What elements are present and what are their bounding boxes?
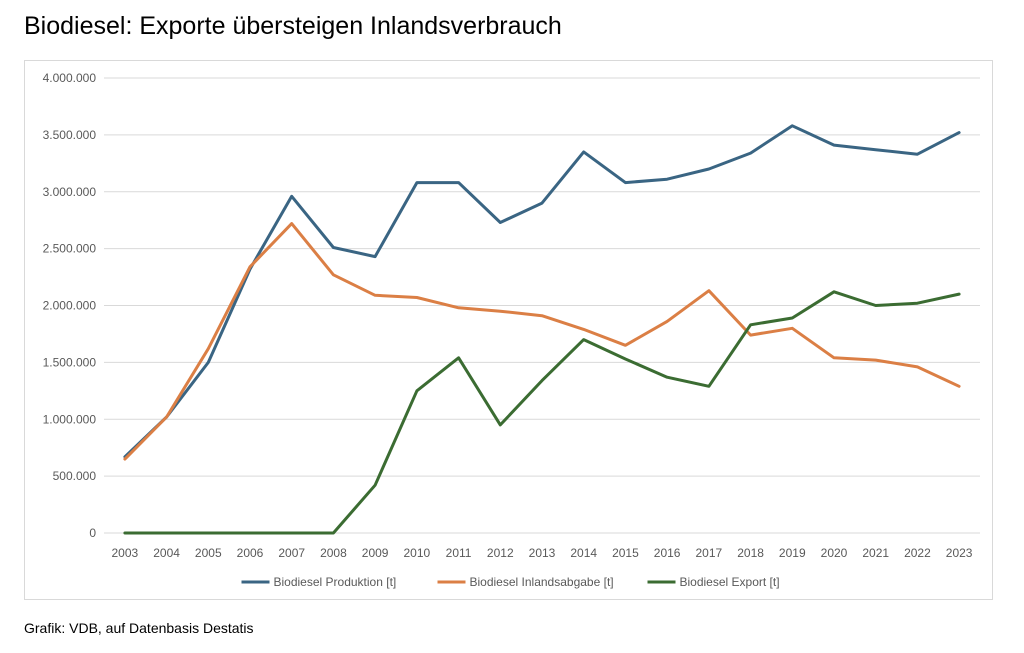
x-tick-label: 2017 [696,546,723,560]
gridlines [104,77,980,534]
y-tick-label: 0 [89,526,96,540]
y-tick-label: 4.000.000 [43,71,97,85]
x-tick-label: 2014 [570,546,597,560]
legend: Biodiesel Produktion [t] Biodiesel Inland… [241,575,780,589]
line-chart: 0 500.000 1.000.000 1.500.000 2.000.000 2.500… [43,71,980,589]
legend-label: Biodiesel Inlandsabgabe [t] [470,575,614,589]
x-tick-label: 2010 [404,546,431,560]
x-tick-label: 2013 [529,546,556,560]
y-tick-label: 2.500.000 [43,242,97,256]
x-tick-label: 2023 [946,546,973,560]
legend-label: Biodiesel Export [t] [680,575,780,589]
x-tick-label: 2022 [904,546,931,560]
x-tick-label: 2008 [320,546,347,560]
series-line-2 [123,222,961,461]
x-tick-label: 2005 [195,546,222,560]
x-tick-label: 2016 [654,546,681,560]
y-tick-label: 1.500.000 [43,355,97,369]
x-tick-label: 2004 [153,546,180,560]
y-tick-label: 3.000.000 [43,185,97,199]
x-tick-label: 2019 [779,546,806,560]
series-line-1 [123,124,961,459]
series-lines [123,124,961,535]
x-tick-label: 2018 [737,546,764,560]
x-tick-label: 2007 [278,546,305,560]
x-tick-label: 2012 [487,546,514,560]
legend-item-1: Biodiesel Produktion [t] [241,575,397,589]
x-tick-label: 2021 [862,546,889,560]
legend-item-2: Biodiesel Inlandsabgabe [t] [437,575,614,589]
y-axis-ticks: 0 500.000 1.000.000 1.500.000 2.000.000 2.500… [43,71,97,540]
series-line-3 [123,290,961,535]
chart-container: 0 500.000 1.000.000 1.500.000 2.000.000 2.500… [24,60,993,600]
source-caption: Grafik: VDB, auf Datenbasis Destatis [24,620,254,636]
x-tick-label: 2020 [821,546,848,560]
legend-item-3: Biodiesel Export [t] [647,575,780,589]
x-tick-label: 2006 [237,546,264,560]
x-tick-label: 2015 [612,546,639,560]
legend-label: Biodiesel Produktion [t] [274,575,397,589]
y-tick-label: 500.000 [53,469,97,483]
x-tick-label: 2009 [362,546,389,560]
x-tick-label: 2011 [446,546,472,560]
x-axis-ticks: 2003 2004 2005 2006 2007 2008 2009 2010 2011 2012… [112,546,973,560]
page-title: Biodiesel: Exporte übersteigen Inlandsve… [24,12,562,40]
y-tick-label: 1.000.000 [43,412,97,426]
x-tick-label: 2003 [112,546,139,560]
y-tick-label: 2.000.000 [43,299,97,313]
y-tick-label: 3.500.000 [43,128,97,142]
